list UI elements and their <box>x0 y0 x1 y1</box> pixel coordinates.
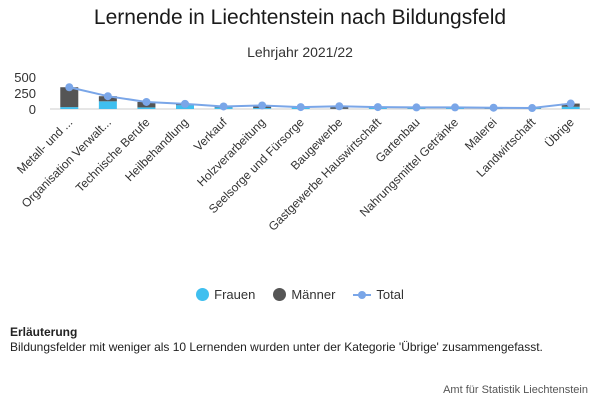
total-point-9[interactable] <box>412 103 421 112</box>
y-tick-label: 0 <box>29 102 36 117</box>
legend-item-total[interactable]: Total <box>353 287 404 302</box>
legend-item-frauen[interactable]: Frauen <box>196 287 255 302</box>
bar-frauen-0[interactable] <box>60 107 79 109</box>
legend-swatch-total <box>353 288 372 301</box>
total-point-7[interactable] <box>335 102 344 111</box>
total-point-13[interactable] <box>566 99 575 108</box>
total-point-3[interactable] <box>181 99 189 108</box>
x-tick-label: Übrige <box>542 115 577 150</box>
x-tick-label: Malerei <box>462 115 500 153</box>
legend-swatch-frauen <box>196 288 210 301</box>
legend-item-maenner[interactable]: Männer <box>273 287 335 302</box>
source-credit: Amt für Statistik Liechtenstein <box>443 384 588 396</box>
legend-swatch-maenner <box>273 288 287 301</box>
note-text: Bildungsfelder mit weniger als 10 Lernen… <box>10 340 543 354</box>
legend: Frauen Männer Total <box>0 287 600 302</box>
legend-label-maenner: Männer <box>291 287 336 302</box>
legend-label-frauen: Frauen <box>214 287 256 302</box>
bar-frauen-13[interactable] <box>561 106 580 109</box>
chart-title: Lernende in Liechtenstein nach Bildungsf… <box>93 6 507 29</box>
explanation-note: Erläuterung Bildungsfelder mit weniger a… <box>10 325 570 355</box>
total-point-5[interactable] <box>258 101 267 110</box>
total-point-1[interactable] <box>103 92 112 101</box>
total-line <box>69 86 571 110</box>
note-title: Erläuterung <box>10 325 78 339</box>
total-point-11[interactable] <box>489 103 498 112</box>
y-tick-label: 500 <box>14 70 36 85</box>
bar-frauen-2[interactable] <box>137 107 156 109</box>
total-point-2[interactable] <box>142 97 151 106</box>
total-point-12[interactable] <box>528 104 537 113</box>
x-tick-label: Holzverarbeitung <box>194 115 268 189</box>
total-point-4[interactable] <box>219 102 228 111</box>
total-point-8[interactable] <box>373 103 382 112</box>
bar-mnner-0[interactable] <box>60 87 79 108</box>
legend-label-total: Total <box>376 287 404 302</box>
total-point-6[interactable] <box>296 103 305 112</box>
total-point-10[interactable] <box>451 103 459 112</box>
bar-frauen-1[interactable] <box>98 101 117 109</box>
y-tick-label: 250 <box>14 86 36 101</box>
total-point-0[interactable] <box>65 83 74 92</box>
chart-subtitle: Lehrjahr 2021/22 <box>247 44 353 60</box>
